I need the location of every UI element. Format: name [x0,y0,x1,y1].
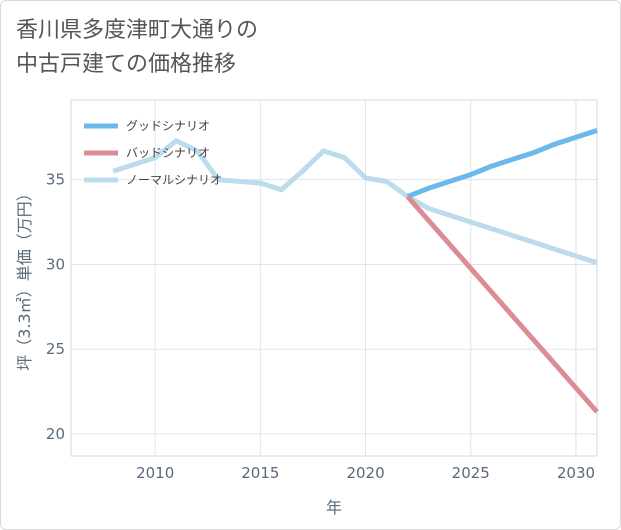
x-tick-label: 2015 [241,464,279,482]
chart-title-line-2: 中古戸建ての価格推移 [16,52,237,77]
legend-label-0: グッドシナリオ [126,119,210,133]
x-axis-label: 年 [326,498,342,517]
legend-label-1: バッドシナリオ [126,146,210,160]
series-line-2 [112,138,598,266]
series-line-0 [406,128,598,199]
y-axis-label: 坪（3.3㎡）単価（万円） [15,185,34,370]
y-tick-label: 25 [46,340,65,358]
x-tick-label: 2025 [452,464,490,482]
series-lines [112,128,599,414]
x-tick-label: 2020 [346,464,384,482]
chart-title: 香川県多度津町大通りの 中古戸建ての価格推移 [16,14,258,82]
x-tick-label: 2030 [557,464,595,482]
y-tick-label: 30 [46,255,65,273]
y-tick-label: 20 [46,425,65,443]
series-line-1 [405,194,599,414]
legend-label-2: ノーマルシナリオ [126,173,222,187]
grid-lines [71,100,597,456]
chart-title-line-1: 香川県多度津町大通りの [16,18,259,43]
x-tick-label: 2010 [136,464,174,482]
plot-area [70,99,598,457]
y-tick-label: 35 [46,171,65,189]
